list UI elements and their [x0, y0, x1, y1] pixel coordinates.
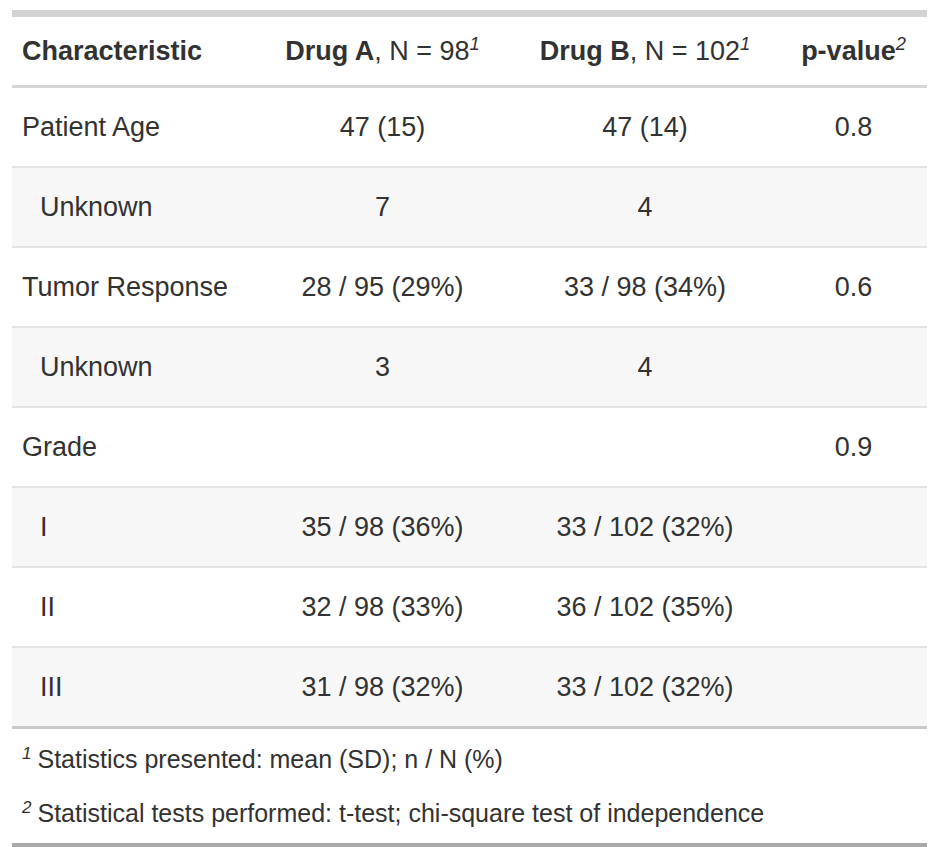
table-row-patient-age: Patient Age 47 (15) 47 (14) 0.8 — [12, 87, 927, 168]
cell-drug-a: 47 (15) — [255, 87, 510, 168]
cell-drug-a: 28 / 95 (29%) — [255, 247, 510, 327]
footnote-1-marker: 1 — [22, 744, 31, 763]
column-header-p-value: p-value2 — [780, 14, 927, 87]
cell-drug-b: 4 — [510, 167, 780, 247]
summary-table: Characteristic Drug A, N = 981 Drug B, N… — [12, 10, 927, 847]
cell-drug-b — [510, 407, 780, 487]
column-header-drug-b: Drug B, N = 1021 — [510, 14, 780, 87]
footnote-2-marker: 2 — [22, 798, 31, 817]
table-body: Patient Age 47 (15) 47 (14) 0.8 Unknown … — [12, 87, 927, 728]
footnote-2-text: Statistical tests performed: t-test; chi… — [37, 799, 764, 827]
cell-drug-b: 4 — [510, 327, 780, 407]
table-row-age-unknown: Unknown 7 4 — [12, 167, 927, 247]
cell-drug-b: 33 / 102 (32%) — [510, 487, 780, 567]
cell-p-value — [780, 647, 927, 728]
table-row-grade-3: III 31 / 98 (32%) 33 / 102 (32%) — [12, 647, 927, 728]
p-value-label: p-value — [801, 36, 896, 66]
cell-drug-a: 35 / 98 (36%) — [255, 487, 510, 567]
cell-p-value — [780, 167, 927, 247]
cell-drug-a: 32 / 98 (33%) — [255, 567, 510, 647]
cell-drug-a — [255, 407, 510, 487]
cell-drug-b: 33 / 102 (32%) — [510, 647, 780, 728]
cell-p-value — [780, 327, 927, 407]
cell-p-value: 0.9 — [780, 407, 927, 487]
drug-a-n: , N = 98 — [374, 36, 469, 66]
drug-b-name: Drug B — [540, 36, 630, 66]
table-row-grade: Grade 0.9 — [12, 407, 927, 487]
cell-p-value — [780, 567, 927, 647]
drug-a-name: Drug A — [285, 36, 374, 66]
cell-drug-a: 7 — [255, 167, 510, 247]
row-label: I — [12, 487, 255, 567]
column-header-characteristic: Characteristic — [12, 14, 255, 87]
row-label: Unknown — [12, 167, 255, 247]
cell-drug-a: 31 / 98 (32%) — [255, 647, 510, 728]
cell-p-value — [780, 487, 927, 567]
row-label: Patient Age — [12, 87, 255, 168]
table-row-grade-1: I 35 / 98 (36%) 33 / 102 (32%) — [12, 487, 927, 567]
row-label: II — [12, 567, 255, 647]
row-label: Unknown — [12, 327, 255, 407]
footnote-marker-2: 2 — [896, 33, 906, 54]
row-label: III — [12, 647, 255, 728]
footnote-marker-1: 1 — [470, 33, 480, 54]
header-row: Characteristic Drug A, N = 981 Drug B, N… — [12, 14, 927, 87]
cell-drug-b: 47 (14) — [510, 87, 780, 168]
footnote-1: 1 Statistics presented: mean (SD); n / N … — [12, 728, 927, 787]
cell-p-value: 0.6 — [780, 247, 927, 327]
page: Characteristic Drug A, N = 981 Drug B, N… — [0, 0, 937, 847]
characteristic-label: Characteristic — [22, 36, 202, 66]
table-row-tumor-response: Tumor Response 28 / 95 (29%) 33 / 98 (34… — [12, 247, 927, 327]
row-label: Grade — [12, 407, 255, 487]
footnote-1-text: Statistics presented: mean (SD); n / N (… — [37, 745, 502, 773]
cell-drug-b: 33 / 98 (34%) — [510, 247, 780, 327]
cell-drug-a: 3 — [255, 327, 510, 407]
footnote-2: 2 Statistical tests performed: t-test; ch… — [12, 786, 927, 847]
table-footnotes: 1 Statistics presented: mean (SD); n / N … — [12, 728, 927, 847]
row-label: Tumor Response — [12, 247, 255, 327]
table-header: Characteristic Drug A, N = 981 Drug B, N… — [12, 14, 927, 87]
cell-p-value: 0.8 — [780, 87, 927, 168]
column-header-drug-a: Drug A, N = 981 — [255, 14, 510, 87]
table-row-grade-2: II 32 / 98 (33%) 36 / 102 (35%) — [12, 567, 927, 647]
drug-b-n: , N = 102 — [630, 36, 740, 66]
table-row-response-unknown: Unknown 3 4 — [12, 327, 927, 407]
cell-drug-b: 36 / 102 (35%) — [510, 567, 780, 647]
footnote-marker-1: 1 — [740, 33, 750, 54]
footnote-row-2: 2 Statistical tests performed: t-test; ch… — [12, 786, 927, 847]
footnote-row-1: 1 Statistics presented: mean (SD); n / N … — [12, 728, 927, 787]
